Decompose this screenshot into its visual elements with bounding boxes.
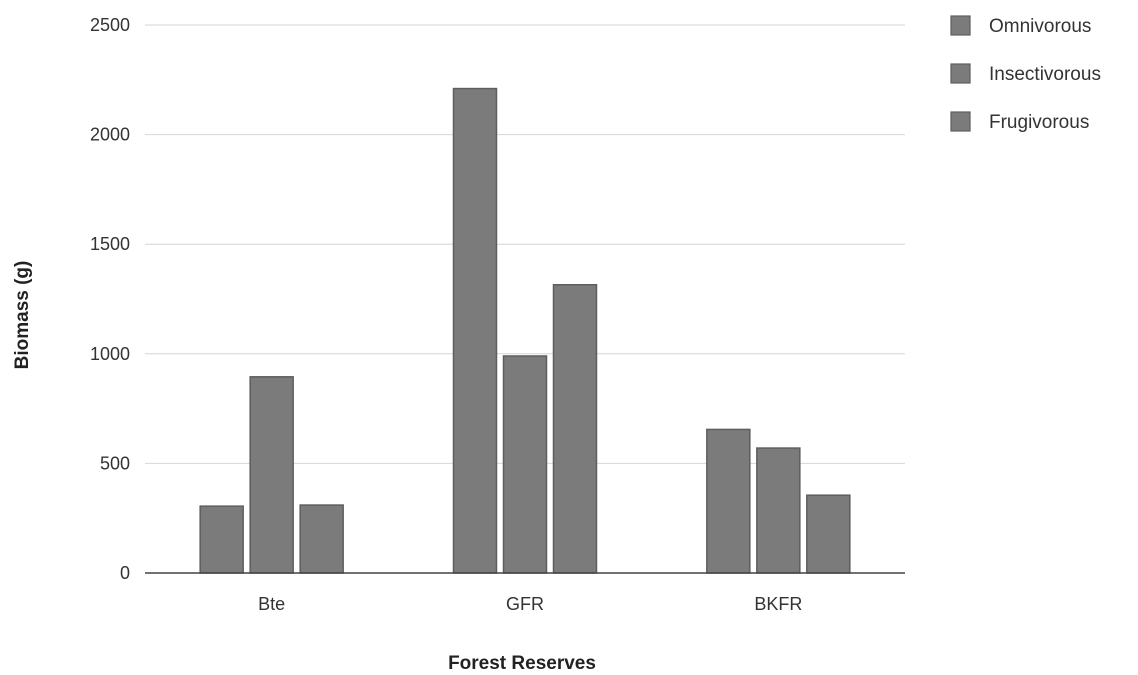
legend-label: Omnivorous — [989, 16, 1091, 37]
legend-swatch — [950, 63, 971, 84]
bar-bkfr-insectivorous — [756, 447, 801, 574]
x-axis-title: Forest Reserves — [448, 653, 596, 674]
x-tick-label: BKFR — [754, 594, 802, 614]
legend-label: Insectivorous — [989, 64, 1101, 85]
bar-gfr-insectivorous — [502, 355, 548, 574]
y-tick-label: 500 — [100, 453, 130, 473]
bar-bkfr-frugivorous — [806, 494, 851, 574]
legend: Omnivorous Insectivorous Frugivorous — [950, 15, 1101, 133]
x-axis-ticks: Bte GFR BKFR — [258, 594, 802, 614]
y-axis-title: Biomass (g) — [12, 261, 33, 370]
y-axis-ticks: 0 500 1000 1500 2000 2500 — [90, 15, 130, 583]
bar-gfr-frugivorous — [552, 284, 598, 574]
x-tick-label: Bte — [258, 594, 285, 614]
bar-bte-frugivorous — [299, 504, 344, 574]
legend-swatch — [950, 111, 971, 132]
legend-swatch — [950, 15, 971, 36]
bar-bte-insectivorous — [249, 376, 294, 574]
bar-gfr-omnivorous — [452, 87, 498, 574]
x-tick-label: GFR — [506, 594, 544, 614]
bar-bkfr-omnivorous — [706, 428, 751, 574]
y-tick-label: 0 — [120, 563, 130, 583]
legend-label: Frugivorous — [989, 112, 1089, 133]
y-tick-label: 1500 — [90, 234, 130, 254]
bars — [199, 87, 851, 574]
bar-bte-omnivorous — [199, 505, 244, 574]
y-tick-label: 2500 — [90, 15, 130, 35]
y-tick-label: 1000 — [90, 344, 130, 364]
y-tick-label: 2000 — [90, 125, 130, 145]
